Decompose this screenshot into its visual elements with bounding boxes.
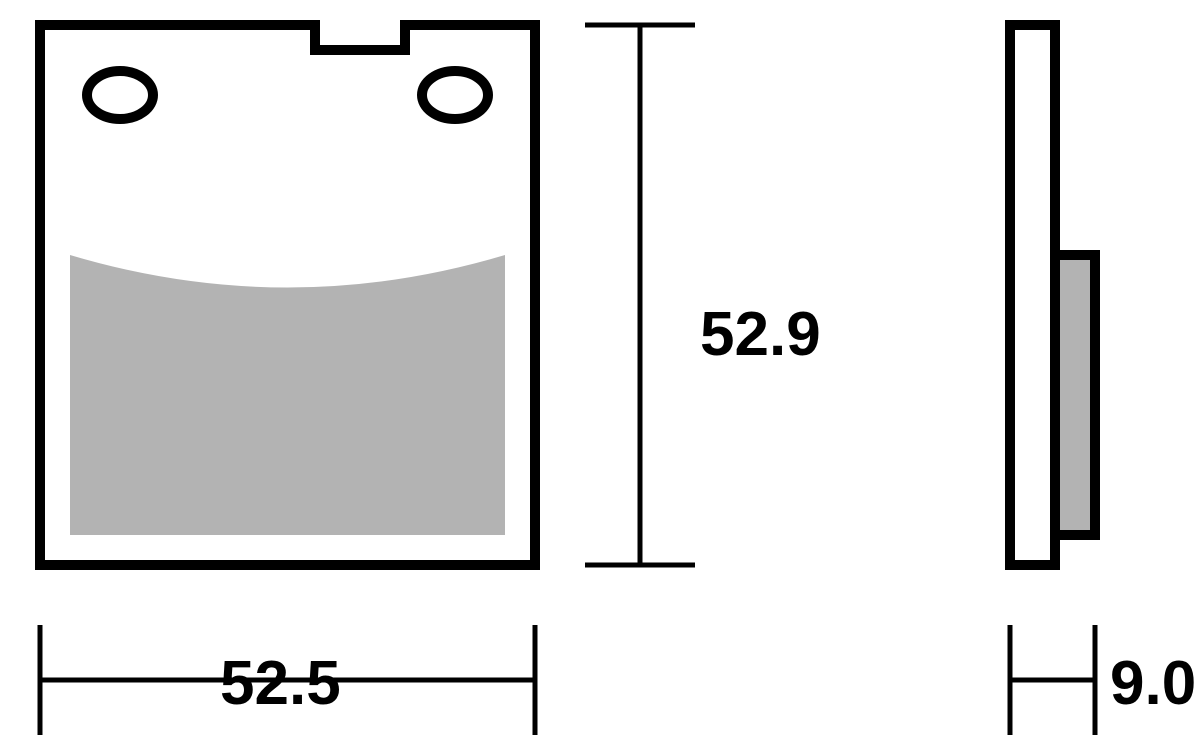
height-dimension-label: 52.9	[700, 299, 821, 370]
width-dimension-label: 52.5	[220, 648, 341, 719]
thickness-dimension-label: 9.0	[1110, 648, 1196, 719]
dimension-lines	[0, 0, 1200, 742]
diagram-canvas: 52.9 52.5 9.0	[0, 0, 1200, 742]
